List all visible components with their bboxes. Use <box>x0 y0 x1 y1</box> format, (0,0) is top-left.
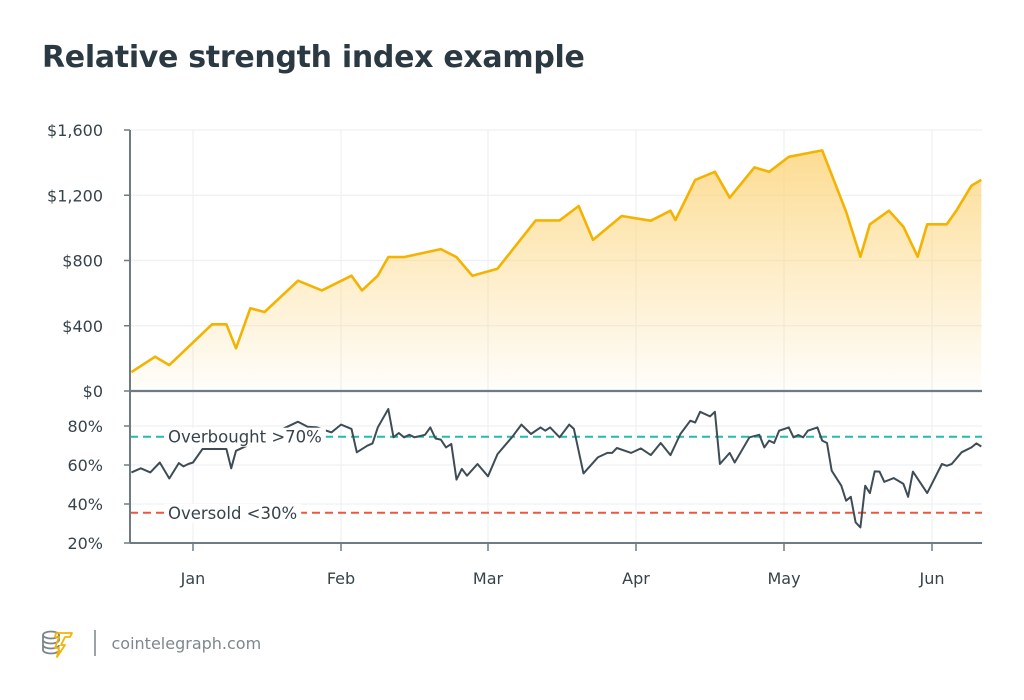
rsi-ytick-label: 40% <box>67 495 103 514</box>
site-name: cointelegraph.com <box>111 633 262 653</box>
rsi-ytick-label: 60% <box>67 456 103 475</box>
footer: cointelegraph.com <box>40 628 261 658</box>
price-panel <box>130 149 982 391</box>
rsi-panel: Overbought >70% Oversold <30% <box>130 408 982 529</box>
price-area-fill <box>131 150 982 391</box>
rsi-ytick-label: 20% <box>67 534 103 553</box>
axes <box>124 129 982 551</box>
rsi-ytick-label: 80% <box>67 417 103 436</box>
month-xtick-label: Mar <box>473 569 504 588</box>
month-xtick-label: May <box>767 569 800 588</box>
price-ytick-label: $800 <box>62 252 103 271</box>
price-ytick-label: $400 <box>62 317 103 336</box>
overbought-label: Overbought >70% <box>168 428 322 447</box>
axis-labels: $0 $400 $800 $1,200 $1,600 20% 40% 60% 80% Jan Feb… <box>47 121 944 588</box>
chart-title: Relative strength index example <box>42 40 585 75</box>
month-xtick-label: Feb <box>327 569 355 588</box>
footer-divider <box>94 630 96 656</box>
month-xtick-label: Apr <box>622 569 650 588</box>
price-ytick-label: $1,600 <box>47 121 103 140</box>
label-background <box>164 427 326 447</box>
label-background <box>164 503 302 523</box>
cointelegraph-logo-icon <box>42 630 73 658</box>
month-xtick-label: Jan <box>180 569 206 588</box>
oversold-label: Oversold <30% <box>168 504 297 523</box>
price-ytick-label: $1,200 <box>47 186 103 205</box>
price-ytick-label: $0 <box>83 382 103 401</box>
month-xtick-label: Jun <box>919 569 945 588</box>
